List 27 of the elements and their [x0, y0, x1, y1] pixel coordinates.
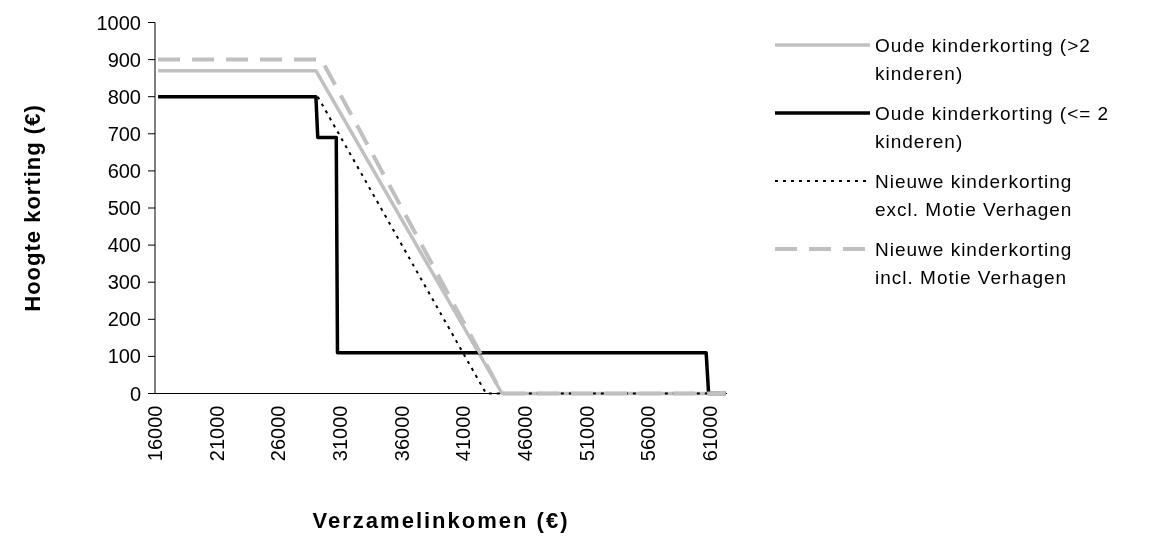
x-axis-title: Verzamelinkomen (€) [312, 508, 570, 533]
legend-label: Oude kinderkorting (>2 kinderen) [875, 34, 1091, 84]
y-tick-label: 500 [107, 197, 141, 219]
legend-label: Oude kinderkorting (<= 2 kinderen) [875, 102, 1110, 152]
y-tick-label: 300 [107, 271, 141, 294]
y-tick-label: 600 [107, 159, 141, 182]
legend-label: Nieuwe kinderkorting incl. Motie Verhagen [875, 238, 1073, 288]
x-tick-label: 51000 [575, 405, 598, 462]
x-tick-label: 16000 [144, 405, 166, 462]
x-tick-label: 21000 [205, 405, 228, 462]
y-axis-title: Hoogte korting (€) [20, 104, 45, 312]
x-tick-label: 31000 [328, 405, 351, 462]
legend-label: Nieuwe kinderkorting excl. Motie Verhagen [875, 170, 1073, 220]
y-tick-label: 700 [107, 122, 141, 145]
y-tick-label: 1000 [96, 11, 141, 34]
y-tick-label: 100 [107, 345, 141, 368]
y-tick-label: 200 [107, 308, 141, 331]
y-tick-label: 400 [107, 234, 141, 257]
y-tick-label: 800 [107, 85, 141, 108]
x-tick-label: 41000 [452, 405, 475, 462]
x-tick-label: 56000 [637, 405, 660, 462]
y-tick-label: 900 [107, 48, 141, 71]
x-tick-label: 46000 [513, 405, 536, 462]
x-tick-label: 26000 [267, 405, 290, 462]
y-tick-label: 0 [129, 382, 141, 405]
x-tick-label: 61000 [698, 405, 721, 462]
x-tick-label: 36000 [390, 405, 413, 462]
